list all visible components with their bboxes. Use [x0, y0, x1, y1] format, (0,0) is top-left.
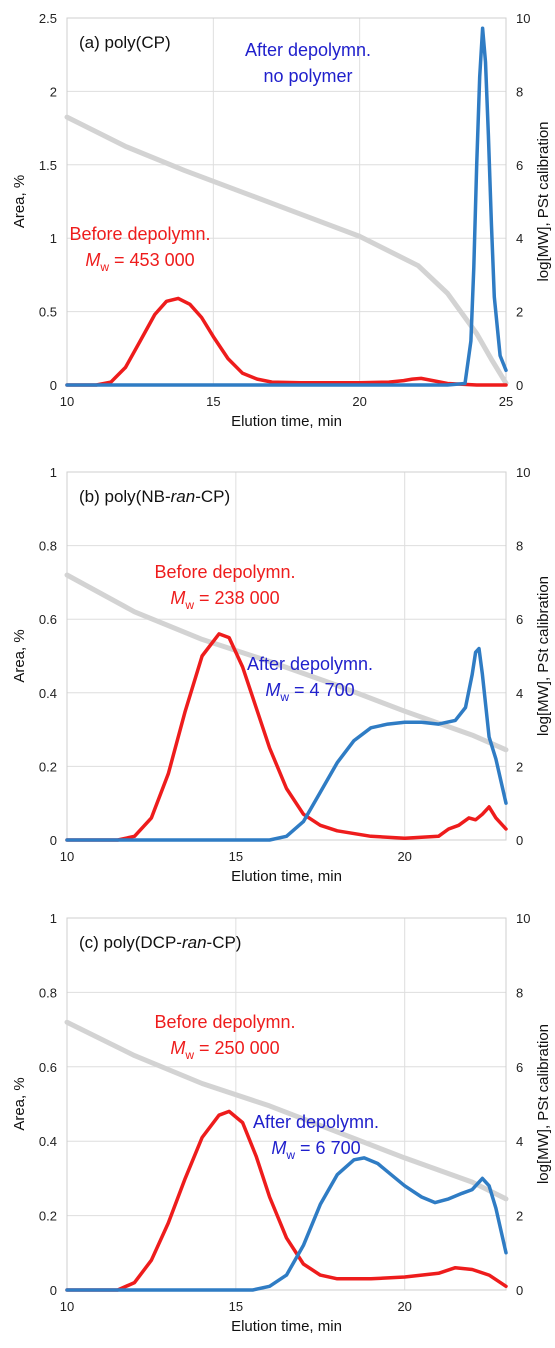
x-tick-label: 20 [352, 394, 366, 409]
y-tick-label: 0 [50, 833, 57, 848]
x-axis-title: Elution time, min [231, 868, 342, 885]
x-tick-label: 25 [499, 394, 513, 409]
annotation-after-line2: no polymer [263, 66, 352, 86]
y2-tick-label: 6 [516, 1060, 523, 1075]
y-tick-label: 0 [50, 1283, 57, 1298]
annotation-after: After depolymn. [245, 40, 371, 60]
y2-tick-label: 4 [516, 1134, 523, 1149]
y2-tick-label: 0 [516, 1283, 523, 1298]
y2-tick-label: 2 [516, 1209, 523, 1224]
annotation-after: After depolymn. [253, 1112, 379, 1132]
x-tick-label: 10 [60, 1299, 74, 1314]
annotation-before-mw: Mw = 238 000 [170, 588, 279, 612]
y2-tick-label: 0 [516, 833, 523, 848]
x-tick-label: 20 [397, 1299, 411, 1314]
series-line-after [65, 646, 508, 842]
y-tick-label: 0.2 [39, 1209, 57, 1224]
plot-frame [66, 471, 507, 841]
y-tick-label: 2.5 [39, 11, 57, 26]
y-tick-label: 1.5 [39, 158, 57, 173]
y2-axis-title: log[MW], PSt calibration [535, 121, 552, 281]
y-tick-label: 0.4 [39, 686, 57, 701]
y2-axis-title: log[MW], PSt calibration [535, 1024, 552, 1184]
series-line-before [65, 1109, 508, 1292]
annotation-before-mw: Mw = 453 000 [85, 250, 194, 274]
y-tick-label: 0 [50, 378, 57, 393]
annotation-before-mw: Mw = 250 000 [170, 1038, 279, 1062]
y2-tick-label: 6 [516, 612, 523, 627]
annotation-before: Before depolymn. [69, 224, 210, 244]
y2-tick-label: 4 [516, 686, 523, 701]
y2-tick-label: 10 [516, 11, 530, 26]
y-tick-label: 0.8 [39, 985, 57, 1000]
y-tick-label: 0.5 [39, 305, 57, 320]
x-tick-label: 10 [60, 394, 74, 409]
y-tick-label: 1 [50, 231, 57, 246]
series-line-before [65, 632, 508, 842]
y-tick-label: 0.4 [39, 1134, 57, 1149]
y-tick-label: 1 [50, 465, 57, 480]
y2-tick-label: 2 [516, 759, 523, 774]
y2-tick-label: 8 [516, 539, 523, 554]
series-line-calibration [64, 572, 509, 753]
y2-tick-label: 2 [516, 305, 523, 320]
y2-tick-label: 6 [516, 158, 523, 173]
chart-title: (c) poly(DCP-ran-CP) [79, 933, 241, 952]
y2-tick-label: 4 [516, 231, 523, 246]
chart-title: (a) poly(CP) [79, 33, 171, 52]
series-line-before [65, 296, 508, 387]
y-axis-title: Area, % [11, 629, 28, 682]
x-axis-title: Elution time, min [231, 413, 342, 430]
plot-frame [66, 917, 507, 1291]
y-tick-label: 2 [50, 84, 57, 99]
y-tick-label: 1 [50, 911, 57, 926]
series-line-calibration [64, 114, 509, 386]
x-tick-label: 15 [206, 394, 220, 409]
series-line-after [65, 26, 508, 387]
x-tick-label: 15 [229, 1299, 243, 1314]
y2-tick-label: 10 [516, 911, 530, 926]
y-tick-label: 0.8 [39, 539, 57, 554]
y2-tick-label: 0 [516, 378, 523, 393]
chart-title: (b) poly(NB-ran-CP) [79, 487, 230, 506]
annotation-after: After depolymn. [247, 654, 373, 674]
annotation-before: Before depolymn. [154, 562, 295, 582]
x-tick-label: 20 [397, 849, 411, 864]
y2-axis-title: log[MW], PSt calibration [535, 576, 552, 736]
series-line-after [65, 1156, 508, 1292]
annotation-after-mw: Mw = 4 700 [265, 680, 354, 704]
x-tick-label: 10 [60, 849, 74, 864]
series-line-calibration [64, 1019, 509, 1202]
y-axis-title: Area, % [11, 175, 28, 228]
annotation-after-mw: Mw = 6 700 [271, 1138, 360, 1162]
x-tick-label: 15 [229, 849, 243, 864]
y2-tick-label: 10 [516, 465, 530, 480]
y2-tick-label: 8 [516, 985, 523, 1000]
annotation-before: Before depolymn. [154, 1012, 295, 1032]
y-tick-label: 0.2 [39, 759, 57, 774]
x-axis-title: Elution time, min [231, 1318, 342, 1335]
y-axis-title: Area, % [11, 1077, 28, 1130]
y-tick-label: 0.6 [39, 1060, 57, 1075]
y-tick-label: 0.6 [39, 612, 57, 627]
y2-tick-label: 8 [516, 84, 523, 99]
